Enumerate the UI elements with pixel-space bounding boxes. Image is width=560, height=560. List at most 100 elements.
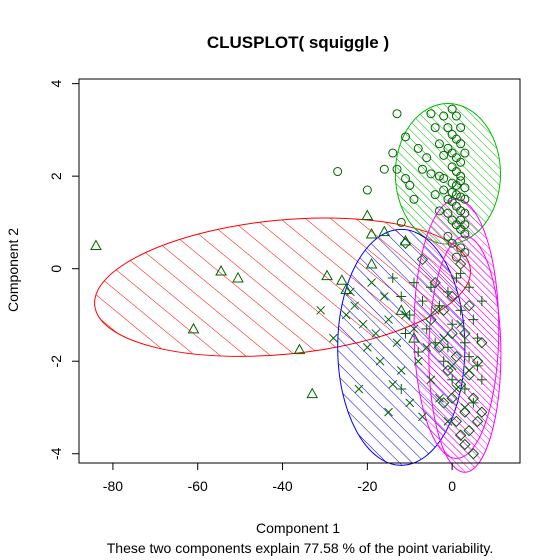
x-point bbox=[367, 278, 376, 287]
diamond-point bbox=[463, 299, 475, 312]
plus-point bbox=[404, 309, 415, 320]
x-point bbox=[350, 301, 359, 311]
diamond-point bbox=[446, 327, 458, 340]
plus-point bbox=[455, 268, 466, 279]
diamond-point bbox=[450, 350, 463, 363]
x-tick-label: -40 bbox=[272, 478, 292, 494]
circle-point bbox=[434, 171, 444, 181]
x-point bbox=[358, 319, 368, 329]
circle-point bbox=[443, 194, 453, 204]
circle-point bbox=[401, 173, 411, 183]
y-tick-label: 2 bbox=[48, 172, 64, 180]
circle-point bbox=[439, 111, 449, 121]
plus-point bbox=[400, 328, 411, 339]
y-tick-label: 4 bbox=[48, 80, 64, 88]
circle-point bbox=[460, 183, 470, 193]
x-point bbox=[447, 361, 457, 371]
circle-point bbox=[460, 208, 470, 218]
plus-point bbox=[464, 351, 475, 362]
x-point bbox=[409, 324, 419, 334]
plus-point bbox=[396, 291, 407, 302]
x-point bbox=[392, 338, 402, 348]
diamond-point bbox=[399, 237, 412, 249]
circle-point bbox=[439, 173, 449, 183]
circle-point bbox=[417, 164, 427, 174]
circle-point bbox=[379, 164, 389, 174]
circle-point bbox=[456, 192, 466, 202]
chart-subtitle: These two components explain 77.58 % of … bbox=[107, 540, 494, 556]
circle-point bbox=[451, 252, 461, 262]
triangle-point bbox=[361, 209, 374, 220]
x-point bbox=[329, 333, 338, 343]
x-point bbox=[384, 315, 393, 324]
circle-point bbox=[413, 143, 423, 153]
plus-point bbox=[459, 337, 470, 348]
diamond-point bbox=[425, 313, 437, 326]
triangle-point bbox=[408, 332, 420, 343]
triangle-point bbox=[365, 258, 378, 269]
diamond-point bbox=[429, 276, 441, 289]
chart-title: CLUSPLOT( squiggle ) bbox=[207, 33, 389, 52]
y-tick-label: -4 bbox=[48, 447, 64, 460]
ellipse-layer bbox=[94, 103, 502, 473]
diamond-point bbox=[446, 392, 458, 404]
x-point bbox=[341, 310, 351, 320]
x-point bbox=[396, 366, 406, 375]
circle-point bbox=[392, 109, 402, 119]
circle-point bbox=[443, 231, 453, 241]
plus-point bbox=[464, 282, 475, 293]
diamond-point bbox=[454, 429, 467, 441]
circle-point bbox=[447, 187, 457, 197]
x-point bbox=[388, 379, 398, 389]
triangle-point bbox=[232, 271, 244, 283]
diamond-point bbox=[459, 406, 471, 418]
diamond-point bbox=[471, 415, 484, 428]
triangle-point bbox=[321, 269, 333, 281]
x-point bbox=[422, 342, 432, 352]
x-point bbox=[435, 393, 444, 403]
x-point bbox=[379, 292, 389, 301]
diamond-point bbox=[437, 397, 450, 409]
circle-point bbox=[456, 157, 466, 167]
diamond-point bbox=[463, 369, 475, 381]
x-point bbox=[452, 384, 461, 394]
x-point bbox=[418, 412, 427, 422]
x-axis: -80 -60 -40 -20 0 bbox=[103, 462, 456, 494]
circle-point bbox=[426, 169, 436, 179]
circle-point bbox=[451, 190, 461, 200]
circle-point bbox=[460, 194, 470, 204]
triangle-point bbox=[365, 227, 378, 239]
x-point bbox=[430, 305, 440, 315]
diamond-point bbox=[476, 406, 488, 418]
plus-point bbox=[417, 296, 428, 307]
triangle-point bbox=[293, 343, 306, 355]
circle-point bbox=[460, 220, 470, 230]
diamond-point bbox=[463, 424, 475, 437]
circle-point bbox=[451, 111, 461, 121]
plus-point bbox=[468, 314, 479, 325]
diamond-point bbox=[459, 327, 471, 340]
diamond-point bbox=[467, 392, 480, 404]
plus-point bbox=[455, 305, 466, 316]
x-point bbox=[346, 287, 355, 297]
x-tick-label: -20 bbox=[357, 478, 377, 494]
circle-point bbox=[447, 178, 457, 188]
circle-point bbox=[405, 180, 415, 190]
x-point bbox=[375, 356, 385, 366]
plus-point bbox=[438, 356, 449, 367]
diamond-point bbox=[442, 364, 454, 377]
circle-point bbox=[456, 206, 466, 216]
diamond-point bbox=[471, 355, 484, 367]
x-tick-label: -60 bbox=[188, 478, 208, 494]
y-tick-label: 0 bbox=[48, 265, 64, 273]
x-point bbox=[384, 407, 393, 417]
circle-point bbox=[362, 185, 372, 195]
plus-point bbox=[476, 374, 487, 385]
triangle-point bbox=[395, 304, 408, 315]
cluster-ellipse-5 bbox=[428, 235, 502, 473]
plus-point bbox=[387, 272, 398, 283]
diamond-point bbox=[433, 341, 446, 354]
triangle-point bbox=[90, 239, 102, 251]
triangle-point bbox=[378, 225, 391, 237]
